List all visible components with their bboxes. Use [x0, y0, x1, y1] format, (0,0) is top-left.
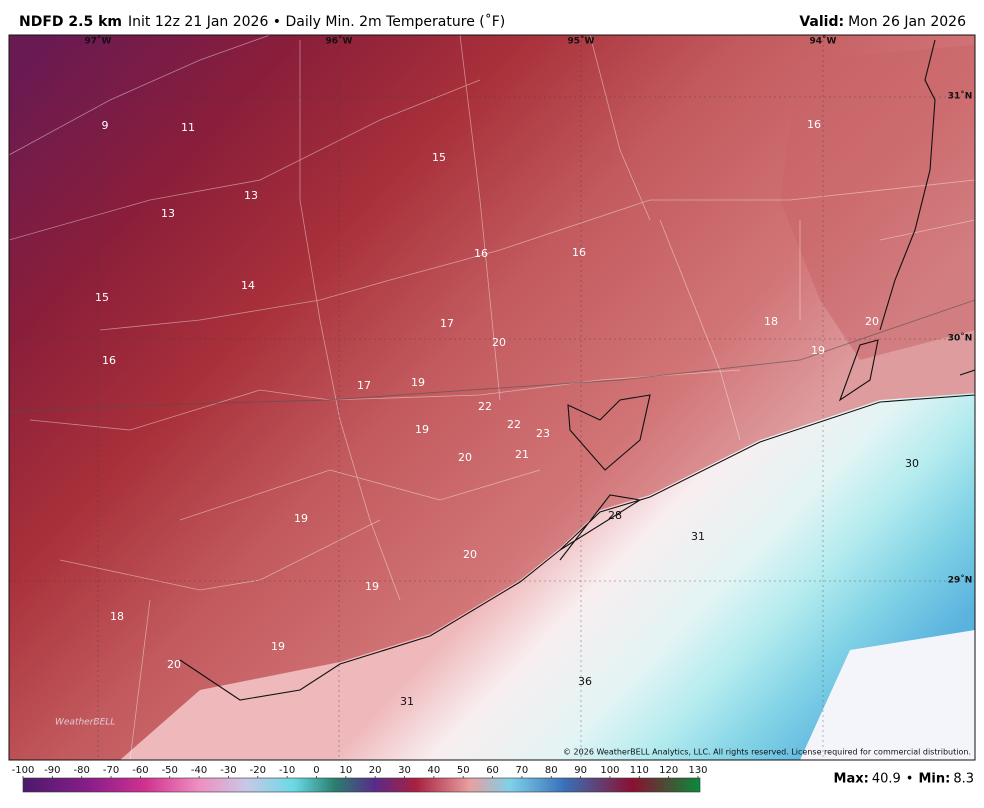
temperature-label: 18	[110, 610, 124, 623]
colorbar-tick-label: 0	[313, 765, 319, 776]
temperature-label: 9	[102, 119, 109, 132]
colorbar-tick-label: -30	[220, 765, 236, 776]
colorbar-tick-label: 120	[659, 765, 678, 776]
temperature-label: 19	[411, 376, 425, 389]
map: WeatherBELL 97˚W 96˚W 95˚W 94˚W 31˚N 30˚N 29˚N…	[9, 35, 975, 760]
temperature-label: 31	[400, 695, 414, 708]
logo: WeatherBELL	[55, 718, 115, 728]
colorbar-tick-label: -70	[103, 765, 119, 776]
temperature-label: 20	[492, 336, 506, 349]
land-east	[780, 45, 975, 360]
temperature-label: 16	[807, 118, 821, 131]
colorbar-tick-label: 100	[600, 765, 619, 776]
temperature-labels: 9 11 15 16 13 13 16 16 15 14 17 20 18 20 19 16 17 19 22 22 2…	[95, 118, 919, 708]
highway	[9, 299, 975, 413]
temperature-label: 17	[357, 379, 371, 392]
run-info: Init 12z 21 Jan 2026 • Daily Min. 2m Tem…	[128, 13, 505, 30]
copyright: © 2026 WeatherBELL Analytics, LLC. All r…	[563, 748, 971, 757]
temperature-label: 31	[691, 530, 705, 543]
colorbar-tick-label: -50	[162, 765, 178, 776]
valid-label: Valid:	[799, 14, 844, 30]
temperature-label: 22	[507, 418, 521, 431]
colorbar-ticks: -100 -90 -80 -70 -60 -50 -40 -30 -20 -10 0 10 20 30 40…	[12, 765, 708, 778]
colorbar-tick-label: 10	[339, 765, 352, 776]
colorbar-tick-label: 130	[688, 765, 707, 776]
colorbar-tick-label: -90	[44, 765, 60, 776]
temperature-label: 19	[294, 512, 308, 525]
colorbar-tick-label: 40	[428, 765, 441, 776]
temperature-label: 18	[764, 315, 778, 328]
temperature-label: 16	[572, 246, 586, 259]
temperature-label: 19	[415, 423, 429, 436]
temperature-label: 20	[865, 315, 879, 328]
latitude-label: 31˚N	[948, 91, 973, 102]
colorbar-tick-label: 30	[398, 765, 411, 776]
colorbar-tick-label: -40	[191, 765, 207, 776]
temperature-label: 20	[458, 451, 472, 464]
colorbar-tick-label: 110	[630, 765, 649, 776]
temperature-label: 17	[440, 317, 454, 330]
temperature-label: 16	[102, 354, 116, 367]
temperature-label: 20	[167, 658, 181, 671]
colorbar-tick-label: 90	[574, 765, 587, 776]
temperature-label: 13	[244, 189, 258, 202]
colorbar	[22, 777, 701, 793]
colorbar-tick-label: 50	[457, 765, 470, 776]
temperature-label: 23	[536, 427, 550, 440]
temperature-label: 21	[515, 448, 529, 461]
temperature-label: 28	[608, 509, 622, 522]
temperature-label: 36	[578, 675, 592, 688]
temperature-label: 15	[95, 291, 109, 304]
temperature-label: 19	[811, 344, 825, 357]
temperature-label: 19	[365, 580, 379, 593]
colorbar-tick-label: 60	[486, 765, 499, 776]
colorbar-tick-label: -80	[74, 765, 90, 776]
colorbar-tick-label: 20	[369, 765, 382, 776]
separator: •	[906, 772, 914, 787]
colorbar-tick-label: -10	[279, 765, 295, 776]
temperature-label: 15	[432, 151, 446, 164]
longitude-label: 94˚W	[810, 36, 837, 47]
min-value: 8.3	[953, 772, 974, 787]
temperature-label: 20	[463, 548, 477, 561]
temperature-label: 30	[905, 457, 919, 470]
gulf-cold	[800, 630, 975, 760]
temperature-label: 22	[478, 400, 492, 413]
latitude-label: 30˚N	[948, 333, 973, 344]
model-name: NDFD 2.5 km	[19, 14, 122, 30]
temperature-label: 19	[271, 640, 285, 653]
longitude-label: 96˚W	[326, 36, 353, 47]
graticule: 97˚W 96˚W 95˚W 94˚W 31˚N 30˚N 29˚N	[9, 35, 975, 760]
colorbar-tick-label: -100	[12, 765, 35, 776]
temperature-label: 11	[181, 121, 195, 134]
min-label: Min:	[918, 772, 950, 787]
temperature-label: 16	[474, 247, 488, 260]
colorbar-tick-label: 70	[516, 765, 529, 776]
latitude-label: 29˚N	[948, 575, 973, 586]
max-value: 40.9	[872, 772, 901, 787]
map-frame	[8, 34, 976, 761]
colorbar-tick-label: -60	[132, 765, 148, 776]
colorbar-tick-label: -20	[250, 765, 266, 776]
coastline	[179, 39, 975, 701]
temperature-label: 13	[161, 207, 175, 220]
longitude-label: 97˚W	[85, 36, 112, 47]
longitude-label: 95˚W	[568, 36, 595, 47]
temperature-label: 14	[241, 279, 255, 292]
max-label: Max:	[834, 772, 869, 787]
colorbar-tick-label: 80	[545, 765, 558, 776]
valid-date: Mon 26 Jan 2026	[848, 14, 966, 30]
